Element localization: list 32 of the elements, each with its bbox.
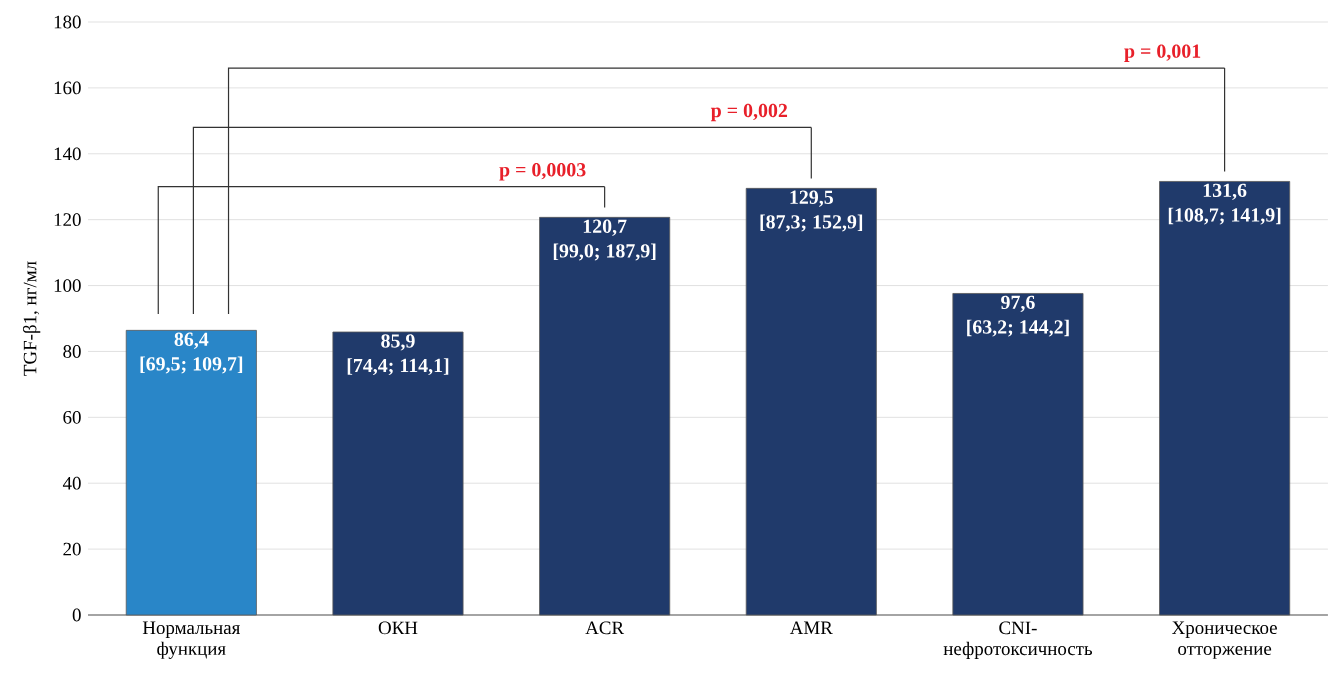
- x-tick-label: AMR: [789, 621, 833, 635]
- x-tick-label: ACR: [585, 621, 625, 635]
- data-label: 97,6: [1001, 295, 1035, 312]
- x-tick-label: CNI-нефротоксичность: [943, 621, 1093, 659]
- y-tick-label: 180: [54, 15, 81, 29]
- x-tick-label: Хроническое отторжение: [1172, 621, 1277, 659]
- x-tick-label: ОКН: [378, 621, 418, 635]
- y-tick-label: 140: [54, 147, 81, 161]
- y-tick-label: 20: [63, 542, 81, 556]
- annotation: p = 0,0003: [499, 163, 586, 181]
- y-tick-label: 100: [54, 279, 81, 292]
- data-label: 131,6: [1203, 183, 1247, 200]
- annotation: [87,3; 152,9]: [760, 214, 863, 232]
- y-tick-label: 60: [63, 410, 81, 424]
- data-label: 129,5: [790, 190, 833, 207]
- annotation: p = 0,001: [1124, 44, 1201, 62]
- y-tick-label: 80: [63, 345, 81, 358]
- annotation: [69,5; 109,7]: [140, 356, 243, 374]
- annotation: [63,2; 144,2]: [967, 319, 1069, 337]
- y-tick-label: 160: [54, 81, 81, 95]
- annotation: [99,0; 187,9]: [553, 243, 656, 261]
- annotation: p = 0,002: [710, 103, 788, 122]
- data-label: 85,9: [381, 334, 415, 351]
- y-tick-label: 120: [54, 213, 81, 227]
- annotation: [74,4; 114,1]: [347, 358, 449, 376]
- y-tick-label: 40: [62, 476, 81, 490]
- y-tick-label: 0: [72, 608, 81, 622]
- data-label: 120,7: [583, 219, 627, 236]
- x-tick-label: Нормальная функция: [142, 621, 240, 659]
- annotation: [108,7; 141,9]: [1168, 207, 1281, 225]
- y-axis-title: TGF-β1, нг/мл: [22, 261, 41, 376]
- data-label: 86,4: [174, 332, 209, 349]
